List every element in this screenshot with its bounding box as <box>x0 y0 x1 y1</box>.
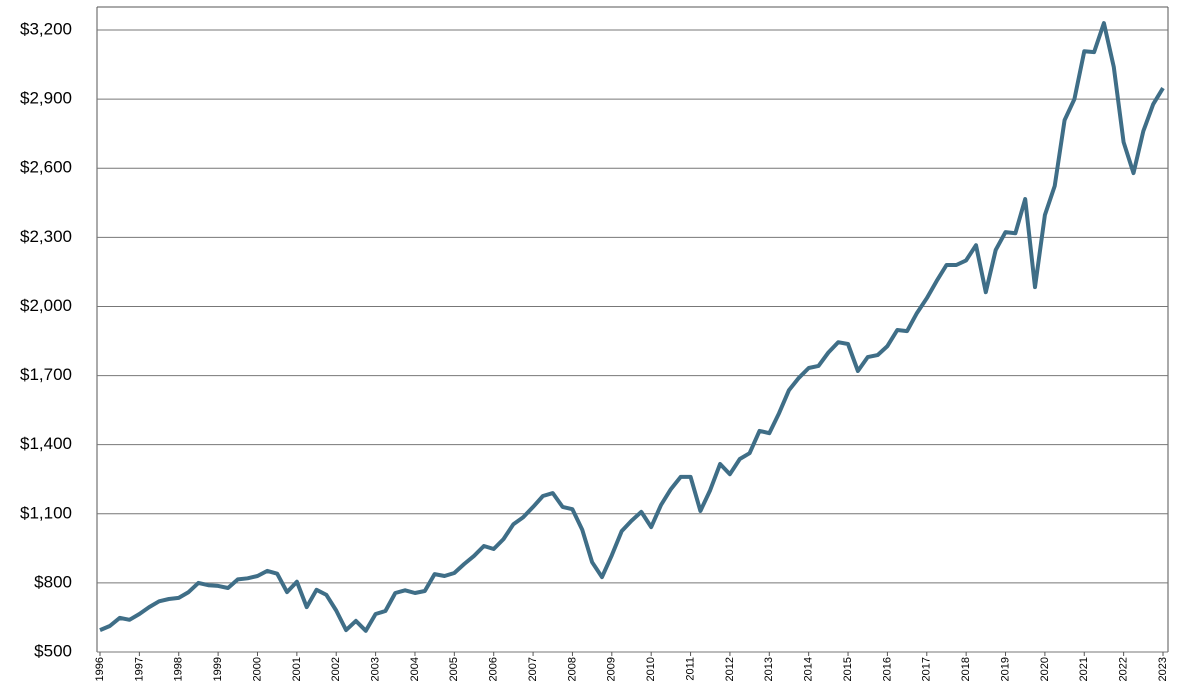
y-tick-label: $1,100 <box>20 503 72 522</box>
x-tick-label: 2009 <box>606 657 618 681</box>
x-tick-label: 2020 <box>1039 657 1051 681</box>
x-tick-label: 1999 <box>212 657 224 681</box>
x-tick-label: 2010 <box>645 657 657 681</box>
x-tick-label: 2017 <box>921 657 933 681</box>
x-tick-label: 2021 <box>1078 657 1090 681</box>
x-tick-label: 2004 <box>409 657 421 681</box>
x-tick-label: 2012 <box>724 657 736 681</box>
x-tick-label: 2005 <box>448 657 460 681</box>
x-tick-label: 2001 <box>291 657 303 681</box>
x-tick-label: 2013 <box>763 657 775 681</box>
x-tick-label: 2016 <box>881 657 893 681</box>
y-tick-label: $2,000 <box>20 296 72 315</box>
x-tick-label: 2006 <box>488 657 500 681</box>
x-tick-label: 2007 <box>527 657 539 681</box>
x-tick-label: 2015 <box>842 657 854 681</box>
x-tick-label: 2014 <box>803 657 815 681</box>
y-tick-label: $800 <box>34 572 72 591</box>
y-tick-label: $2,300 <box>20 227 72 246</box>
x-tick-label: 2018 <box>960 657 972 681</box>
x-tick-label: 2019 <box>999 657 1011 681</box>
line <box>99 21 1165 633</box>
y-tick-label: $3,200 <box>20 20 72 39</box>
x-tick-label: 2008 <box>566 657 578 681</box>
y-tick-label: $1,400 <box>20 434 72 453</box>
x-tick-label: 2000 <box>251 657 263 681</box>
x-tick-label: 1997 <box>133 657 145 681</box>
y-tick-label: $500 <box>34 641 72 660</box>
x-tick-label: 2022 <box>1118 657 1130 681</box>
y-tick-label: $2,900 <box>20 89 72 108</box>
x-tick-label: 2003 <box>369 657 381 681</box>
x-tick-label: 1996 <box>94 657 106 681</box>
x-tick-label: 2011 <box>684 657 696 681</box>
x-tick-label: 2002 <box>330 657 342 681</box>
y-tick-label: $1,700 <box>20 365 72 384</box>
x-tick-label: 1998 <box>173 657 185 681</box>
x-tick-label: 2023 <box>1157 657 1169 681</box>
y-tick-label: $2,600 <box>20 158 72 177</box>
